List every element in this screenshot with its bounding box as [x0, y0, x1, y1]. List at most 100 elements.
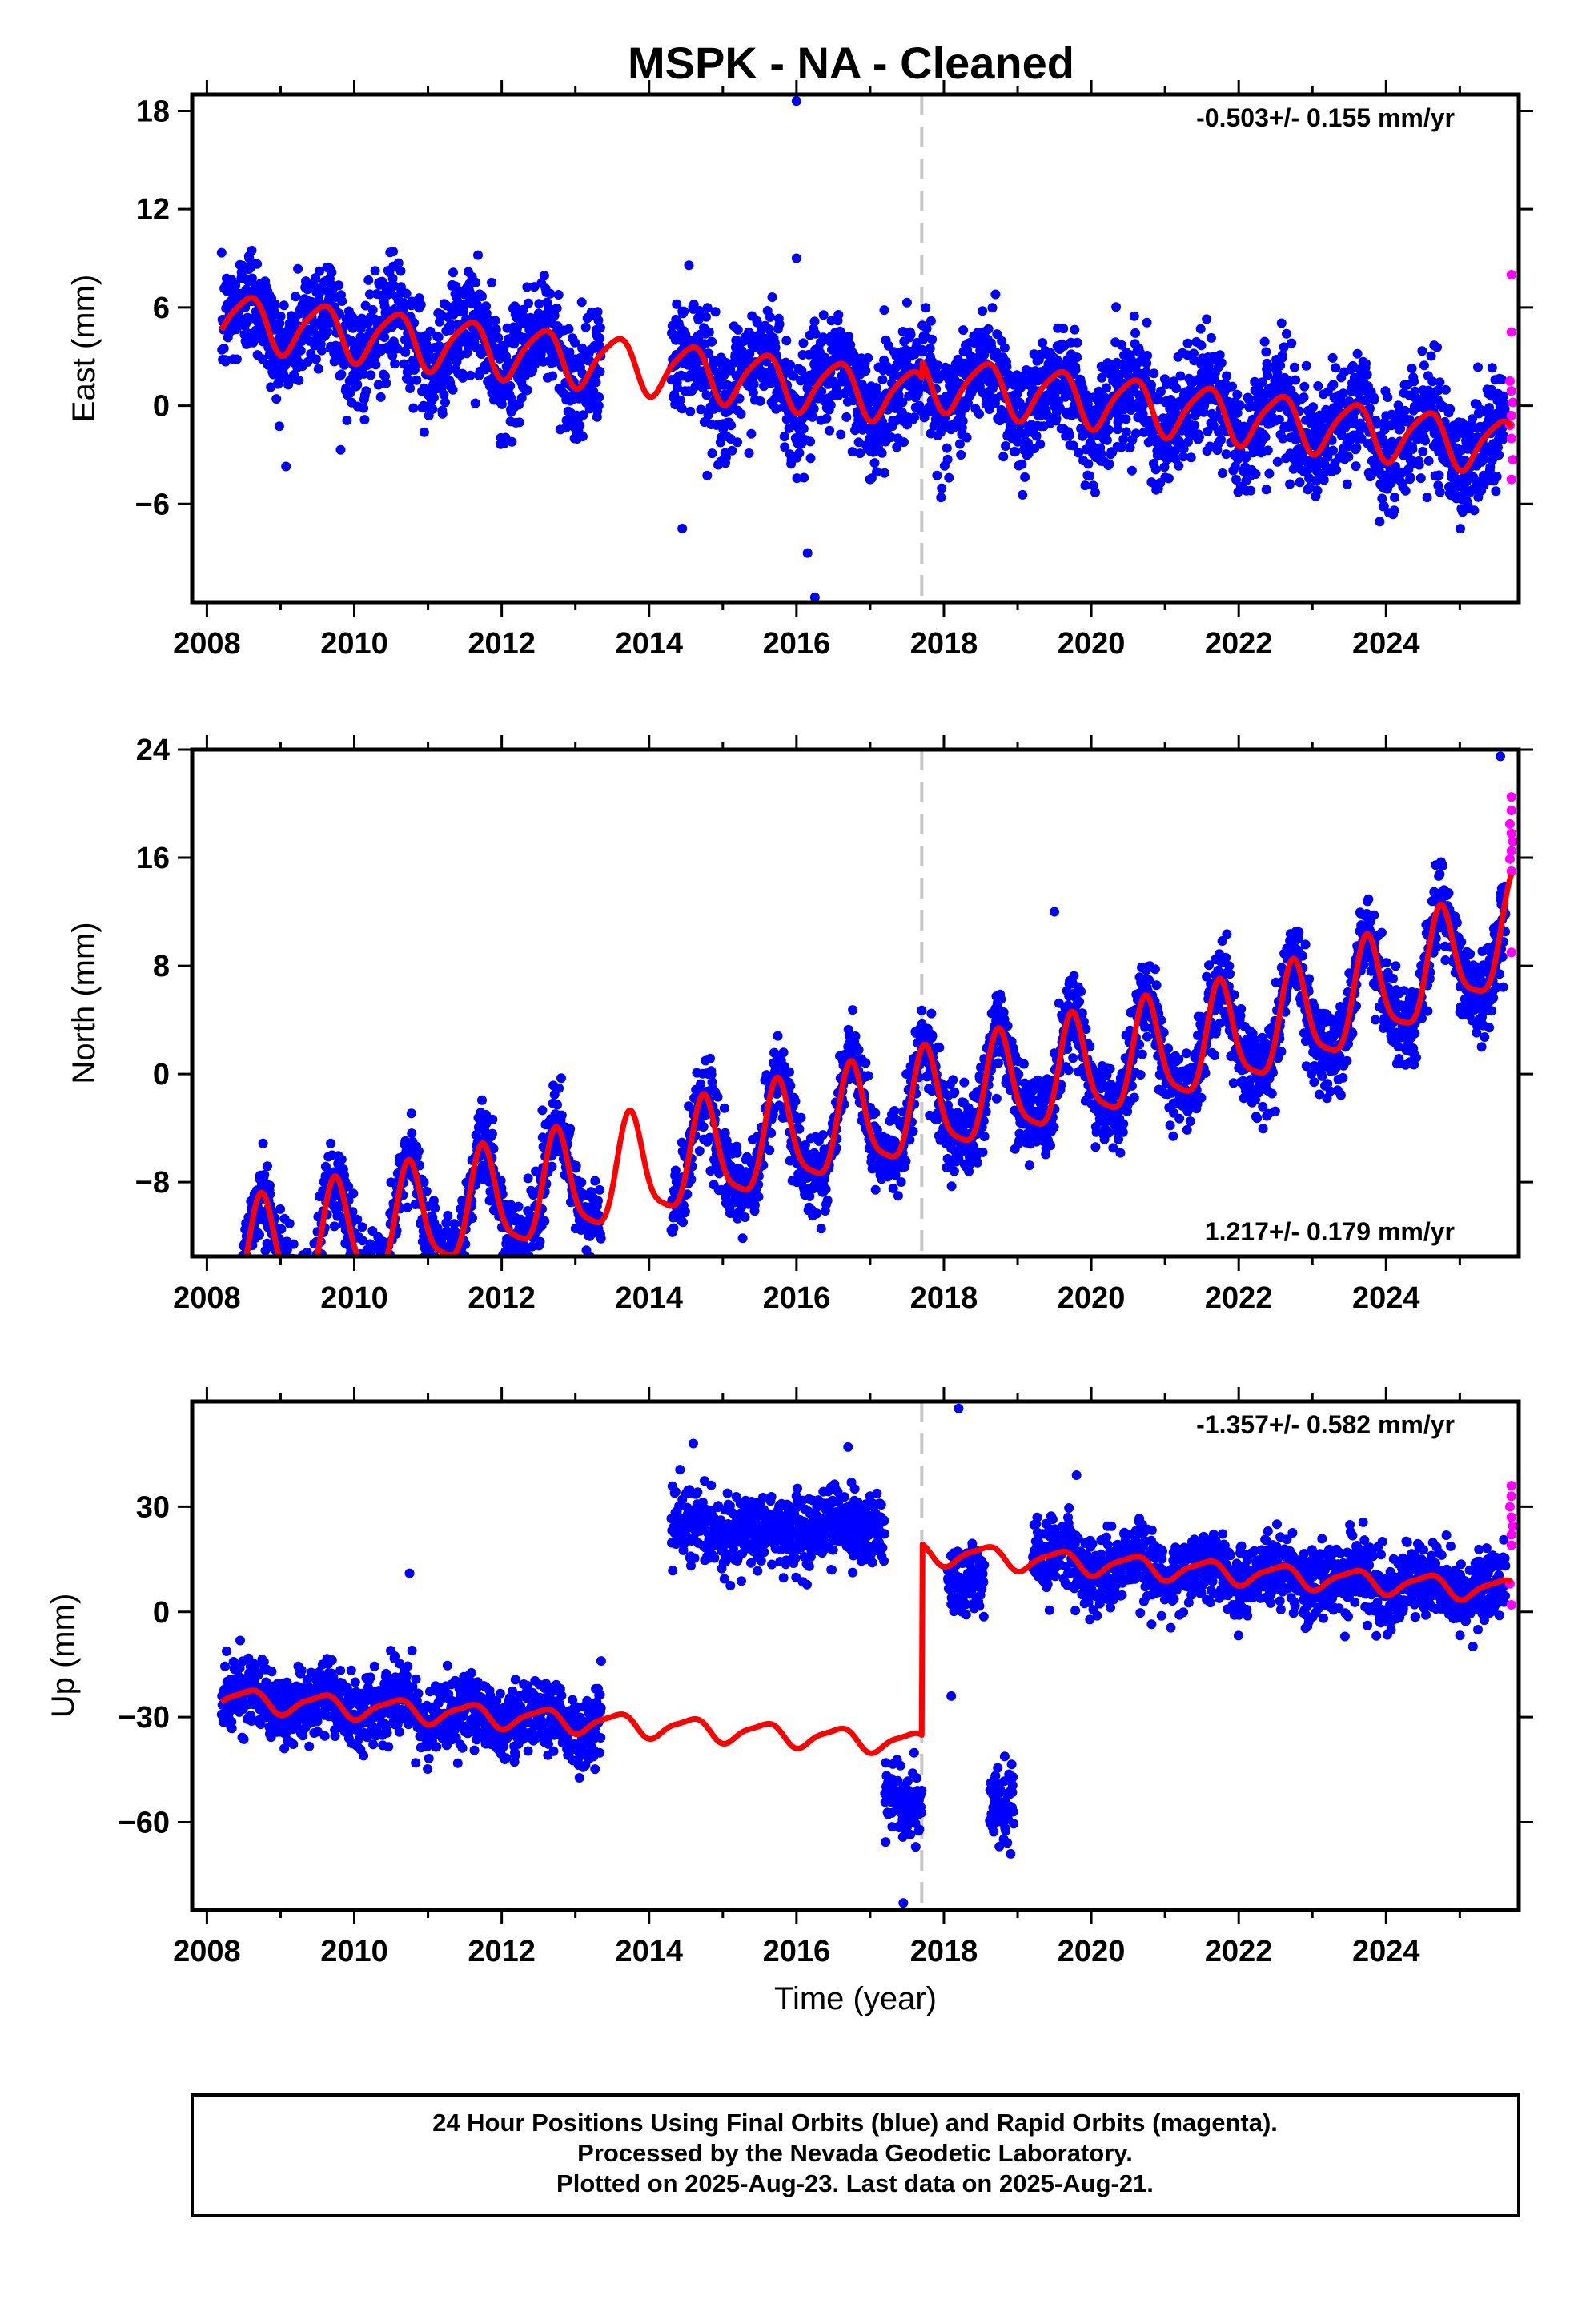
final-orbit-point — [1130, 328, 1141, 338]
final-orbit-point — [465, 370, 476, 380]
final-orbit-point — [1104, 459, 1114, 469]
final-orbit-point — [302, 1295, 311, 1305]
final-orbit-point — [493, 332, 504, 343]
final-orbit-point — [798, 338, 809, 348]
final-orbit-point — [424, 1281, 433, 1290]
final-orbit-point — [1323, 452, 1333, 462]
final-orbit-point — [295, 1314, 304, 1324]
x-tick-label: 2022 — [1205, 627, 1273, 661]
final-orbit-point — [926, 316, 936, 326]
final-orbit-point — [905, 329, 916, 340]
final-orbit-point — [992, 329, 1002, 340]
final-orbit-point — [306, 1272, 315, 1281]
final-orbit-point — [596, 1233, 606, 1244]
final-orbit-point — [438, 1281, 448, 1291]
final-orbit-point — [336, 1154, 347, 1164]
final-orbit-point — [289, 1259, 299, 1269]
final-orbit-point — [593, 315, 604, 325]
final-orbit-point — [808, 412, 817, 422]
x-tick-label: 2020 — [1058, 627, 1126, 661]
final-orbit-point — [287, 1300, 297, 1309]
final-orbit-point — [507, 436, 517, 447]
final-orbit-point — [883, 340, 893, 351]
final-orbit-point — [396, 266, 406, 276]
final-orbit-point — [1418, 446, 1428, 456]
final-orbit-point — [238, 1264, 247, 1273]
final-orbit-point — [381, 1269, 391, 1278]
final-orbit-point — [577, 432, 588, 442]
final-orbit-point — [448, 1284, 458, 1293]
final-orbit-point — [1102, 435, 1112, 445]
final-orbit-point — [1103, 424, 1114, 435]
final-orbit-point — [570, 337, 580, 348]
final-orbit-point — [450, 1261, 460, 1271]
final-orbit-point — [1113, 424, 1123, 435]
final-orbit-point — [836, 429, 846, 440]
final-orbit-point — [305, 1295, 315, 1305]
final-orbit-point — [921, 324, 932, 334]
final-orbit-point — [1440, 384, 1451, 395]
final-orbit-point — [675, 395, 685, 405]
final-orbit-point — [377, 1261, 387, 1270]
final-orbit-point — [1186, 452, 1196, 463]
final-orbit-point — [365, 289, 375, 300]
final-orbit-point — [301, 1313, 311, 1323]
final-orbit-point — [879, 468, 889, 478]
final-orbit-point — [1409, 376, 1419, 387]
final-orbit-point — [352, 380, 363, 390]
final-orbit-point — [299, 1259, 309, 1269]
final-orbit-point — [294, 1264, 303, 1273]
final-orbit-point — [359, 1262, 369, 1272]
final-orbit-point — [433, 332, 444, 342]
final-orbit-point — [1216, 358, 1227, 368]
final-orbit-point — [1156, 386, 1166, 396]
final-orbit-point — [298, 1264, 307, 1273]
final-orbit-point — [1189, 348, 1199, 359]
final-orbit-point — [295, 1276, 304, 1285]
rapid-orbit-point — [1508, 455, 1518, 465]
final-orbit-point — [1082, 399, 1093, 409]
final-orbit-point — [247, 245, 257, 255]
final-orbit-point — [1206, 332, 1216, 343]
final-orbit-point — [449, 1219, 460, 1229]
final-orbit-point — [1227, 381, 1237, 392]
final-orbit-point — [306, 1264, 315, 1273]
final-orbit-point — [437, 1266, 447, 1276]
final-orbit-point — [983, 324, 994, 334]
final-orbit-point — [446, 1259, 456, 1269]
x-tick-label: 2024 — [1352, 627, 1420, 661]
y-tick-label: 0 — [153, 390, 170, 424]
final-orbit-point — [439, 1269, 448, 1279]
final-orbit-point — [355, 1261, 364, 1271]
final-orbit-point — [1259, 336, 1270, 347]
final-orbit-point — [416, 300, 426, 310]
final-orbit-point — [733, 437, 742, 448]
final-orbit-point — [313, 364, 323, 374]
final-orbit-point — [365, 1270, 375, 1280]
final-orbit-point — [845, 340, 856, 350]
final-orbit-point — [445, 1259, 455, 1269]
final-orbit-point — [291, 1267, 301, 1277]
final-orbit-point — [348, 1188, 359, 1199]
final-orbit-point — [1251, 469, 1261, 479]
final-orbit-point — [1257, 377, 1267, 388]
final-orbit-point — [1299, 381, 1310, 392]
final-orbit-point — [1342, 479, 1352, 489]
final-orbit-point — [1279, 342, 1289, 352]
final-orbit-point — [1285, 479, 1295, 489]
final-orbit-point — [375, 1263, 385, 1273]
final-orbit-point — [529, 1267, 539, 1277]
final-orbit-point — [473, 250, 483, 260]
final-orbit-point — [360, 300, 371, 311]
final-orbit-point — [679, 306, 689, 316]
final-orbit-point — [1272, 456, 1283, 467]
final-orbit-point — [523, 1173, 533, 1184]
final-orbit-point — [296, 1309, 306, 1319]
final-orbit-point — [290, 1268, 299, 1277]
final-orbit-point — [701, 312, 711, 322]
final-orbit-point — [974, 408, 984, 419]
final-orbit-point — [336, 369, 347, 380]
x-tick-label: 2010 — [320, 627, 388, 661]
final-orbit-point — [224, 1320, 234, 1329]
final-orbit-point — [1305, 482, 1315, 493]
